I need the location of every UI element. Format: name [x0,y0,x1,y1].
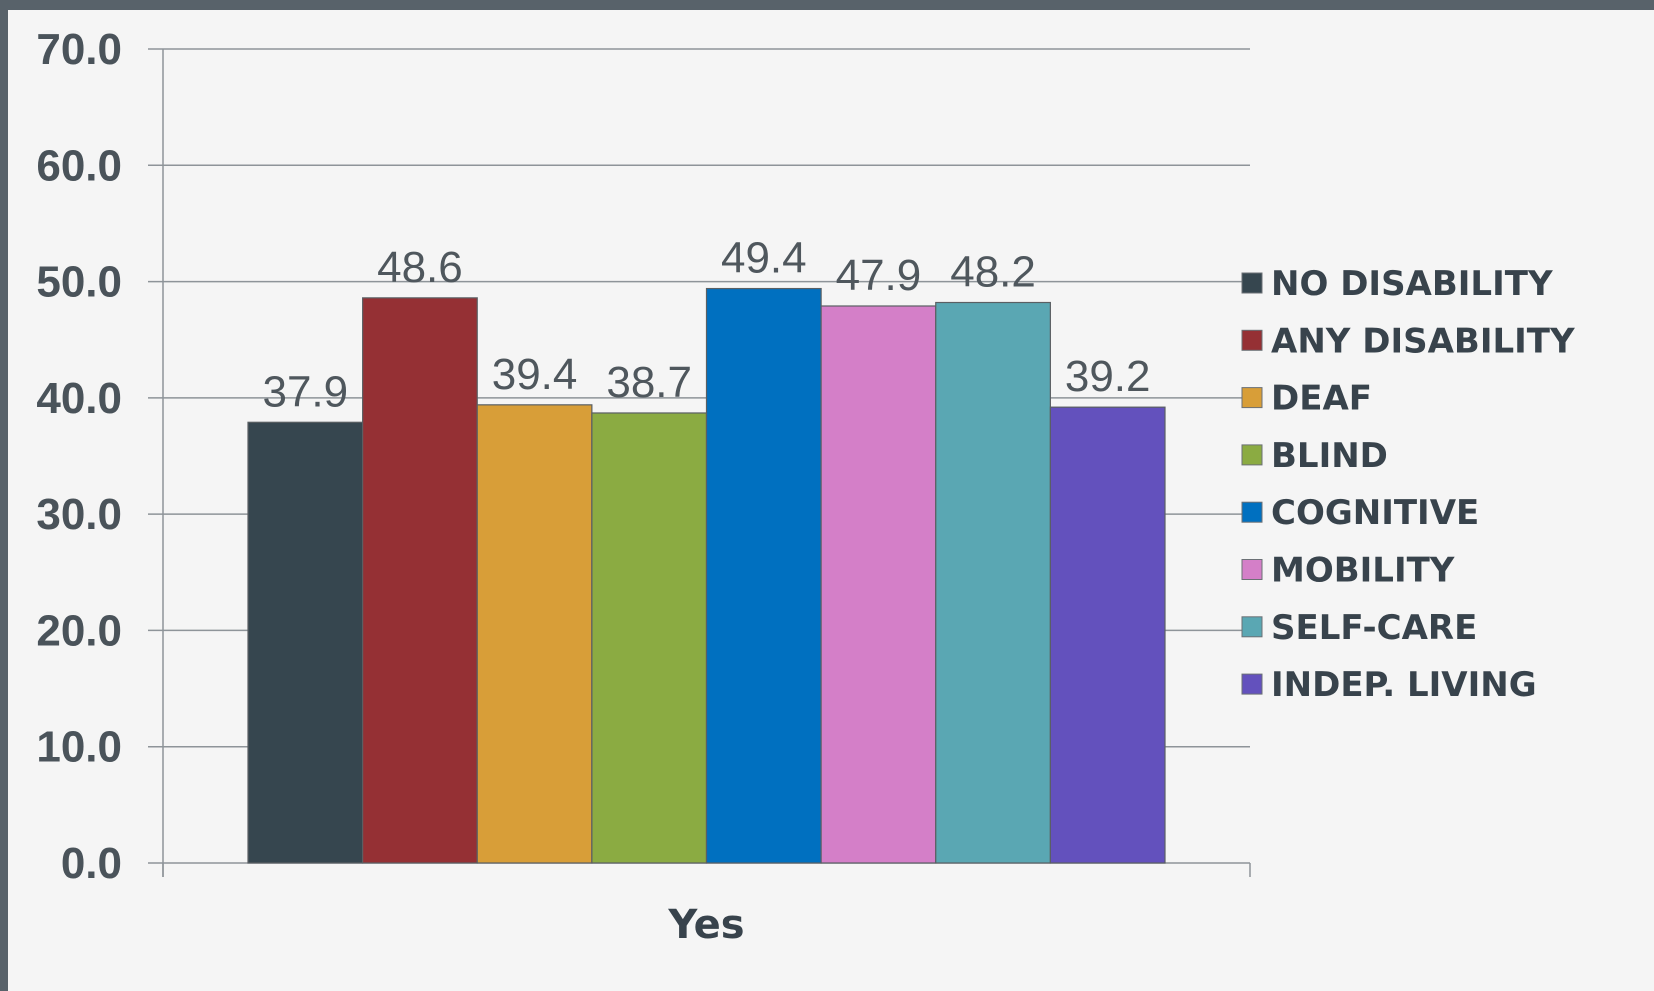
y-tick-label: 50.0 [36,258,122,307]
bar-cognitive [705,287,822,864]
legend-label: SELF-CARE [1271,608,1477,648]
y-tick-label: 60.0 [36,141,122,190]
data-label: 48.2 [950,248,1036,297]
legend-swatch [1241,329,1263,351]
data-label: 37.9 [262,367,348,416]
legend-label: ANY DISABILITY [1271,321,1575,361]
legend-swatch [1241,673,1263,695]
bars [247,287,1166,864]
data-label: 38.7 [606,358,692,407]
legend-swatch [1241,387,1263,409]
legend-swatch [1241,444,1263,466]
legend-label: INDEP. LIVING [1271,665,1537,705]
bar-indep-living [1049,406,1166,864]
legend-label: BLIND [1271,436,1388,476]
legend: NO DISABILITY ANY DISABILITY DEAF BLIND COGN… [1241,264,1575,705]
legend-label: COGNITIVE [1271,493,1479,533]
legend-label: DEAF [1271,379,1372,419]
legend-label: MOBILITY [1271,551,1455,591]
legend-swatch [1241,616,1263,638]
data-label: 49.4 [721,234,807,283]
data-label: 48.6 [377,243,463,292]
axes: 0.0 10.0 20.0 30.0 40.0 50.0 60.0 70.0 Yes [36,25,1251,948]
x-category-label: Yes [667,902,744,948]
legend-swatch [1241,559,1263,580]
data-label: 39.4 [492,350,578,399]
legend-label: NO DISABILITY [1271,264,1553,304]
bar-no-disability [247,421,364,864]
data-labels: 37.9 48.6 39.4 38.7 49.4 47.9 48.2 39.2 [262,234,1150,417]
y-tick-label: 20.0 [36,606,122,655]
bar-blind [591,412,708,864]
bar-any-disability [362,297,478,864]
y-tick-label: 0.0 [61,839,122,888]
legend-swatch [1241,272,1263,294]
y-tick-label: 30.0 [36,490,122,539]
bar-chart: 0.0 10.0 20.0 30.0 40.0 50.0 60.0 70.0 Yes 37.9 4… [36,25,1575,948]
bar-mobility [820,305,937,864]
chart-frame: 0.0 10.0 20.0 30.0 40.0 50.0 60.0 70.0 Yes 37.9 4… [8,10,1654,991]
bar-self-care [935,301,1051,864]
data-label: 47.9 [836,251,922,300]
y-tick-label: 10.0 [36,723,122,772]
y-tick-label: 70.0 [36,25,122,74]
y-tick-label: 40.0 [36,374,122,423]
data-label: 39.2 [1065,352,1151,401]
bar-deaf [476,404,593,864]
legend-swatch [1241,501,1263,523]
